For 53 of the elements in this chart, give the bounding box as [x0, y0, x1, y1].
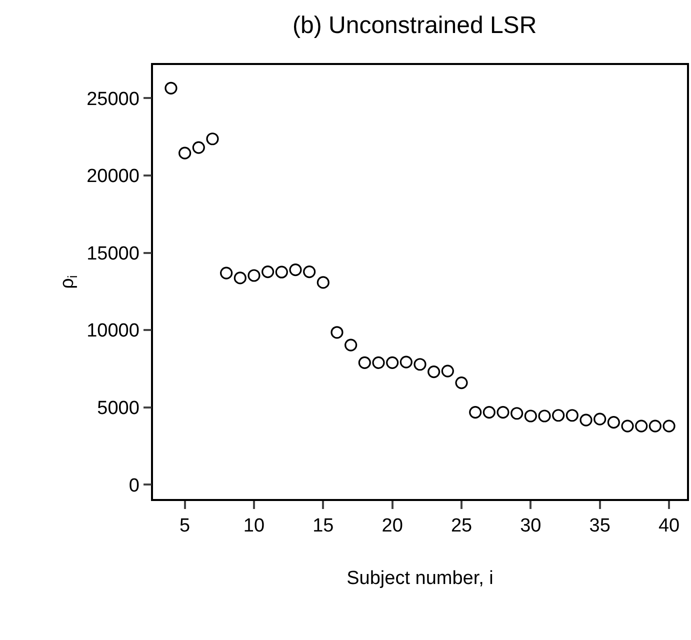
y-tick-label: 25000 [86, 88, 140, 110]
point [303, 266, 316, 278]
point [524, 410, 537, 422]
y-tick-label: 10000 [86, 320, 140, 342]
point [358, 356, 371, 369]
x-tick-label: 20 [382, 516, 403, 537]
y-tick-label: 5000 [97, 398, 140, 419]
x-tick-label: 15 [312, 516, 334, 537]
y-tick-label: 20000 [86, 166, 140, 188]
point [192, 141, 205, 154]
point [552, 409, 565, 422]
x-tick-label: 25 [450, 516, 472, 537]
point [262, 266, 274, 278]
point [400, 356, 412, 368]
point [414, 358, 426, 371]
point [538, 410, 551, 422]
point [248, 269, 260, 282]
point [510, 407, 524, 420]
x-tick-label: 30 [520, 516, 542, 537]
point [496, 406, 510, 419]
chart-title: (b) Unconstrained LSR [292, 12, 537, 39]
point [441, 364, 454, 378]
x-tick-label: 35 [589, 516, 610, 537]
point [594, 412, 606, 426]
x-tick-label: 40 [658, 516, 680, 537]
point [455, 376, 468, 390]
point [580, 414, 592, 426]
point [386, 356, 399, 369]
point [662, 420, 676, 432]
point [316, 276, 330, 289]
point [482, 406, 496, 419]
y-tick-label: 15000 [86, 243, 140, 264]
x-axis-title: Subject number, i [346, 568, 494, 589]
point [330, 326, 344, 339]
point [469, 406, 482, 419]
point [648, 420, 662, 432]
point [234, 272, 246, 284]
point [635, 420, 648, 432]
y-tick-label: 0 [128, 475, 140, 496]
point [275, 266, 288, 278]
point [289, 263, 302, 276]
point [164, 82, 178, 94]
point [220, 266, 233, 280]
point [372, 356, 385, 369]
point [621, 420, 634, 432]
point [178, 146, 192, 160]
point [566, 409, 578, 422]
point [206, 132, 219, 146]
x-tick-label: 10 [243, 516, 265, 537]
x-tick-label: 5 [180, 516, 190, 537]
point [607, 416, 620, 429]
point [428, 366, 440, 378]
point [344, 338, 358, 352]
